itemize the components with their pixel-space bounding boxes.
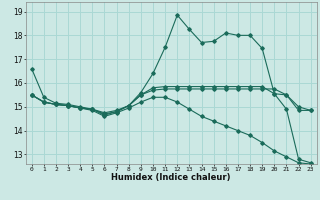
X-axis label: Humidex (Indice chaleur): Humidex (Indice chaleur): [111, 173, 231, 182]
